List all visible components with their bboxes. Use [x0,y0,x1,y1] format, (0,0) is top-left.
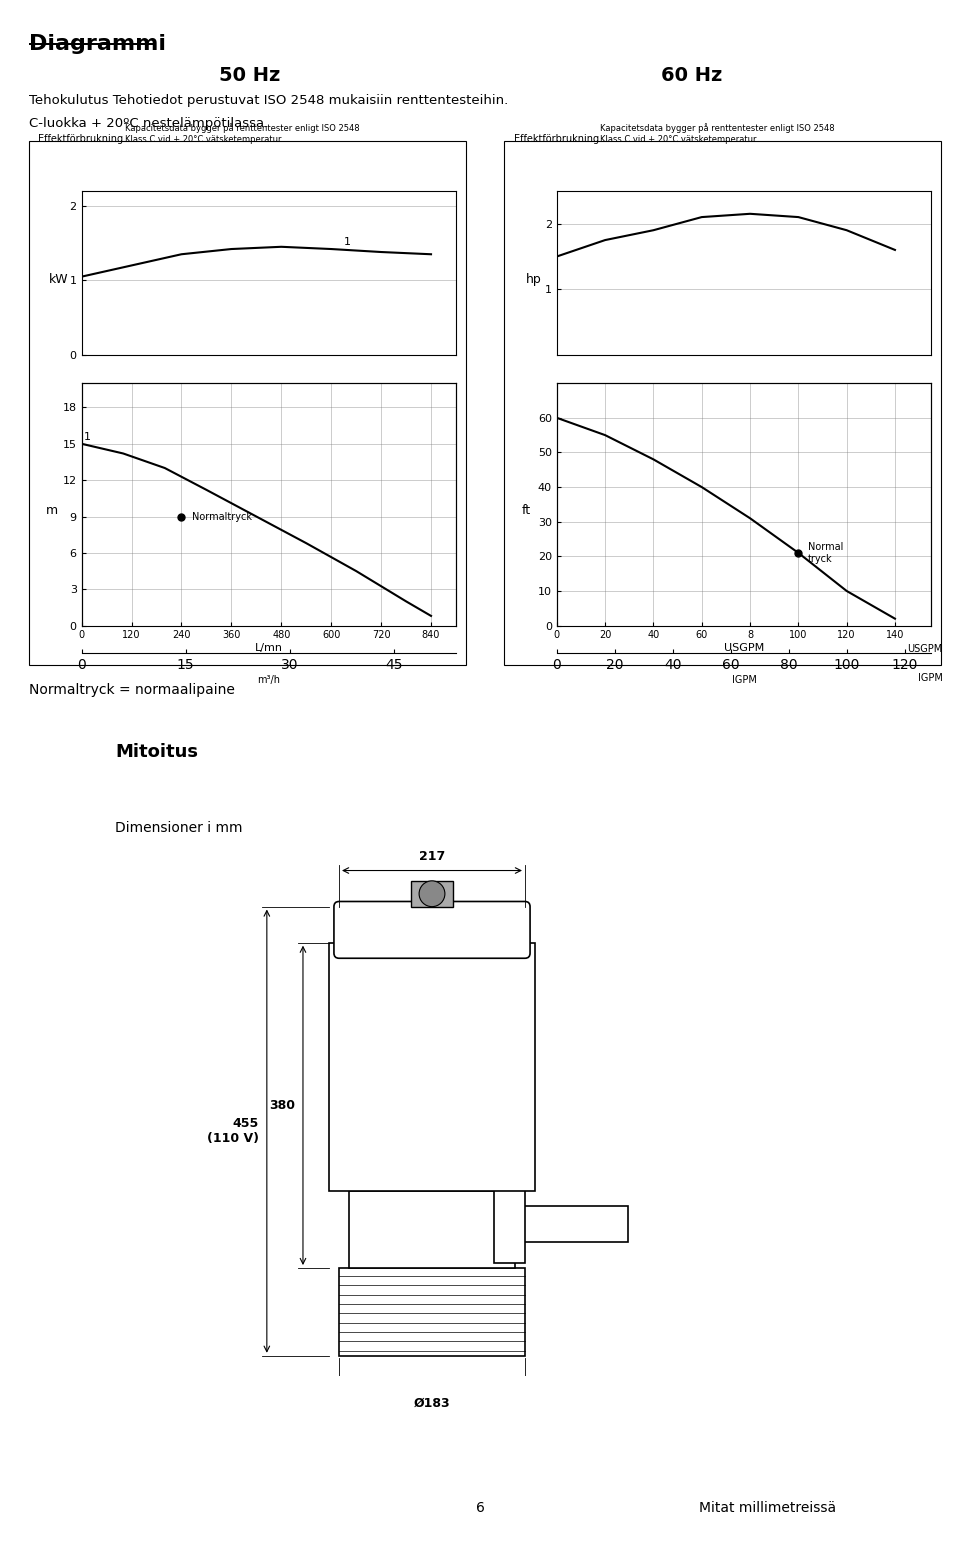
Text: 1: 1 [344,238,350,247]
Text: Mitoitus: Mitoitus [115,743,198,762]
Text: Tehokulutus Tehotiedot perustuvat ISO 2548 mukaisiin renttentesteihin.: Tehokulutus Tehotiedot perustuvat ISO 25… [29,94,508,106]
Bar [339,1268,525,1356]
Y-axis label: kW: kW [49,272,68,286]
Text: Dimensioner i mm: Dimensioner i mm [115,821,243,835]
Bar [411,881,453,907]
Text: Normaltryck = normaalipaine: Normaltryck = normaalipaine [29,683,234,698]
Text: Mitat millimetreissä: Mitat millimetreissä [700,1501,836,1516]
X-axis label: L/mn: L/mn [254,643,283,654]
Text: Effektförbrukning: Effektförbrukning [38,135,124,144]
Text: Diagrammi: Diagrammi [29,34,166,55]
Bar [349,1190,515,1268]
Text: 6: 6 [475,1501,485,1516]
X-axis label: IGPM: IGPM [732,676,756,685]
Text: Ø183: Ø183 [414,1397,450,1411]
Text: Kapacitetsdata bygger på renttentester enligt ISO 2548
Klass C vid + 20°C vätske: Kapacitetsdata bygger på renttentester e… [600,124,834,144]
Text: IGPM: IGPM [918,673,943,682]
Text: 455
(110 V): 455 (110 V) [207,1117,259,1145]
Text: 50 Hz: 50 Hz [219,66,280,84]
FancyBboxPatch shape [334,901,530,959]
Text: 217: 217 [419,849,445,863]
Bar [515,1206,628,1242]
Circle shape [420,881,444,907]
X-axis label: USGPM: USGPM [724,643,764,654]
Y-axis label: ft: ft [522,504,531,518]
Text: Kapacitetsdata bygger på renttentester enligt ISO 2548
Klass C vid + 20°C vätske: Kapacitetsdata bygger på renttentester e… [125,124,359,144]
Y-axis label: m: m [45,504,58,518]
Text: C-luokka + 20ºC nestelämpötilassa.: C-luokka + 20ºC nestelämpötilassa. [29,117,268,130]
Text: USGPM: USGPM [907,644,943,654]
Text: 60 Hz: 60 Hz [660,66,722,84]
Y-axis label: hp: hp [526,272,541,286]
Text: 380: 380 [269,1099,296,1112]
Bar [328,943,536,1190]
Text: Effektförbrukning: Effektförbrukning [514,135,599,144]
Bar [494,1186,525,1262]
Text: Normal
tryck: Normal tryck [808,543,844,563]
Text: 1: 1 [84,432,90,443]
Text: Normaltryck: Normaltryck [192,511,252,521]
X-axis label: m³/h: m³/h [257,676,280,685]
